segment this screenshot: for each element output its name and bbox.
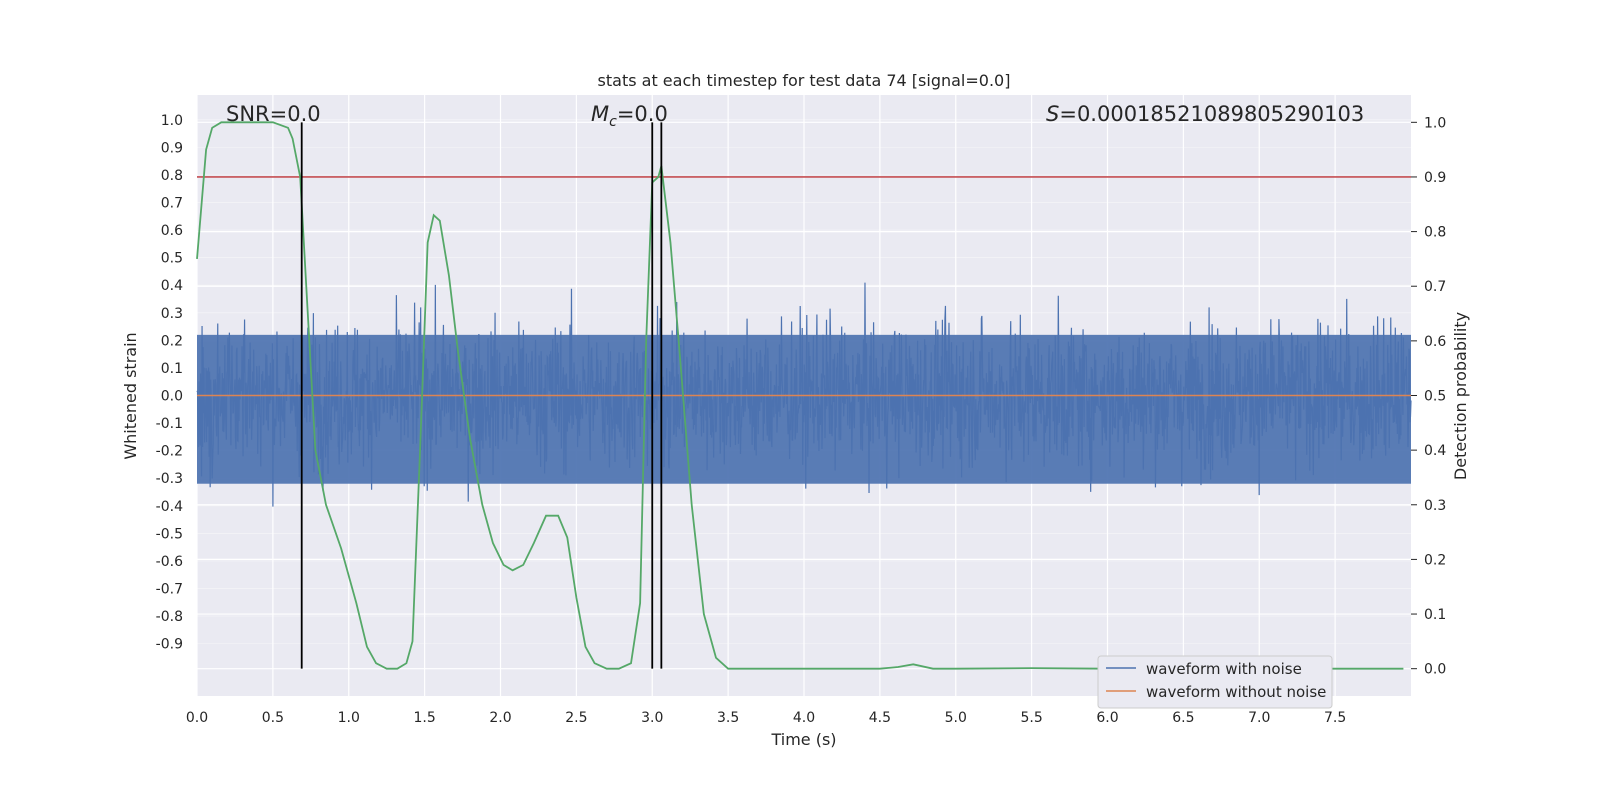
y2-tick-label: 0.3	[1424, 498, 1446, 514]
x-tick-label: 5.0	[945, 710, 967, 726]
y-tick-label: -0.6	[156, 554, 183, 570]
y-tick-label: 0.1	[161, 361, 183, 377]
y-tick-label: -0.3	[156, 471, 183, 487]
chart-title: stats at each timestep for test data 74 …	[598, 71, 1011, 90]
legend: waveform with noise waveform without noi…	[1097, 655, 1333, 709]
y2-tick-label: 0.2	[1424, 552, 1446, 568]
s-value: =0.00018521089805290103	[1059, 102, 1364, 126]
y2-axis-label: Detection probability	[1451, 312, 1470, 480]
x-tick-label: 6.5	[1172, 710, 1194, 726]
y-tick-label: 0.9	[161, 140, 183, 156]
mc-value: =0.0	[617, 102, 668, 126]
y2-tick-label: 0.6	[1424, 334, 1446, 350]
x-tick-label: 1.0	[338, 710, 360, 726]
s-annotation: S=0.00018521089805290103	[1046, 102, 1364, 126]
detection-probability-line	[196, 121, 1404, 670]
noise-core-band	[197, 334, 1411, 484]
y-tick-label: -0.4	[156, 499, 183, 515]
y-tick-label: 1.0	[161, 113, 183, 129]
y2-tick-label: 0.7	[1424, 279, 1446, 295]
x-tick-label: 0.5	[262, 710, 284, 726]
x-tick-label: 6.0	[1096, 710, 1118, 726]
y-tick-label: 0.7	[161, 196, 183, 212]
x-tick-label: 5.5	[1020, 710, 1042, 726]
waveform-with-noise-series	[196, 282, 1412, 507]
x-tick-label: 0.0	[186, 710, 208, 726]
x-tick-label: 4.0	[793, 710, 815, 726]
y-axis-label: Whitened strain	[121, 332, 140, 459]
legend-label-clean: waveform without noise	[1146, 683, 1326, 701]
x-tick-label: 4.5	[869, 710, 891, 726]
x-tick-label: 2.0	[489, 710, 511, 726]
chart-foreground	[196, 121, 1411, 670]
y2-tick-label: 0.4	[1424, 443, 1446, 459]
x-tick-label: 1.5	[413, 710, 435, 726]
legend-label-noise: waveform with noise	[1146, 660, 1302, 678]
x-tick-label: 7.5	[1324, 710, 1346, 726]
y-tick-label: 0.8	[161, 168, 183, 184]
mc-subscript: c	[609, 114, 617, 130]
y2-tick-label: 1.0	[1424, 115, 1446, 131]
mc-symbol: M	[591, 102, 609, 126]
mc-annotation: Mc=0.0	[591, 102, 668, 130]
y-tick-label: 0.2	[161, 333, 183, 349]
y2-tick-label: 0.8	[1424, 225, 1446, 241]
legend-box	[1097, 655, 1333, 709]
y2-tick-label: 0.1	[1424, 607, 1446, 623]
y-tick-label: 0.0	[161, 389, 183, 405]
y-tick-label: 0.4	[161, 278, 183, 294]
y-tick-label: -0.9	[156, 637, 183, 653]
x-tick-label: 3.0	[641, 710, 663, 726]
tick-labels: 0.0 0.5 1.0 1.5 2.0 2.5 3.0 3.5 4.0 4.5 5.0 5.5 6.0 6…	[156, 113, 1447, 726]
y-tick-label: 0.6	[161, 223, 183, 239]
x-axis-label: Time (s)	[770, 730, 836, 749]
y-tick-label: -0.2	[156, 444, 183, 460]
y-tick-label: -0.7	[156, 581, 183, 597]
y2-tick-label: 0.5	[1424, 389, 1446, 405]
y-tick-label: -0.1	[156, 416, 183, 432]
snr-annotation: SNR=0.0	[226, 102, 321, 126]
y-tick-label: -0.5	[156, 526, 183, 542]
y-tick-label: 0.5	[161, 251, 183, 267]
y2-tick-label: 0.0	[1424, 662, 1446, 678]
x-tick-label: 3.5	[717, 710, 739, 726]
x-tick-label: 2.5	[565, 710, 587, 726]
x-tick-label: 7.0	[1248, 710, 1270, 726]
y-tick-label: -0.8	[156, 609, 183, 625]
y2-tick-label: 0.9	[1424, 170, 1446, 186]
s-symbol: S	[1046, 102, 1059, 126]
y-tick-label: 0.3	[161, 306, 183, 322]
